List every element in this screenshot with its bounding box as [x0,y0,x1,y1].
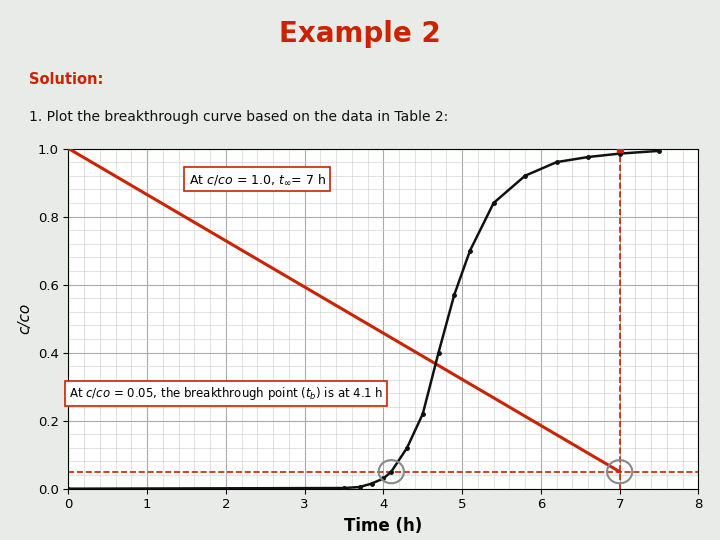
Text: Solution:: Solution: [29,72,103,86]
Text: Example 2: Example 2 [279,20,441,48]
Text: At $c/co$ = 1.0, $t_\infty$= 7 h: At $c/co$ = 1.0, $t_\infty$= 7 h [189,172,326,186]
Y-axis label: c/co: c/co [17,303,32,334]
Text: At $c/co$ = 0.05, the breakthrough point ($t_b$) is at 4.1 h: At $c/co$ = 0.05, the breakthrough point… [68,385,383,402]
X-axis label: Time (h): Time (h) [344,517,423,535]
Text: 1. Plot the breakthrough curve based on the data in Table 2:: 1. Plot the breakthrough curve based on … [29,110,448,124]
